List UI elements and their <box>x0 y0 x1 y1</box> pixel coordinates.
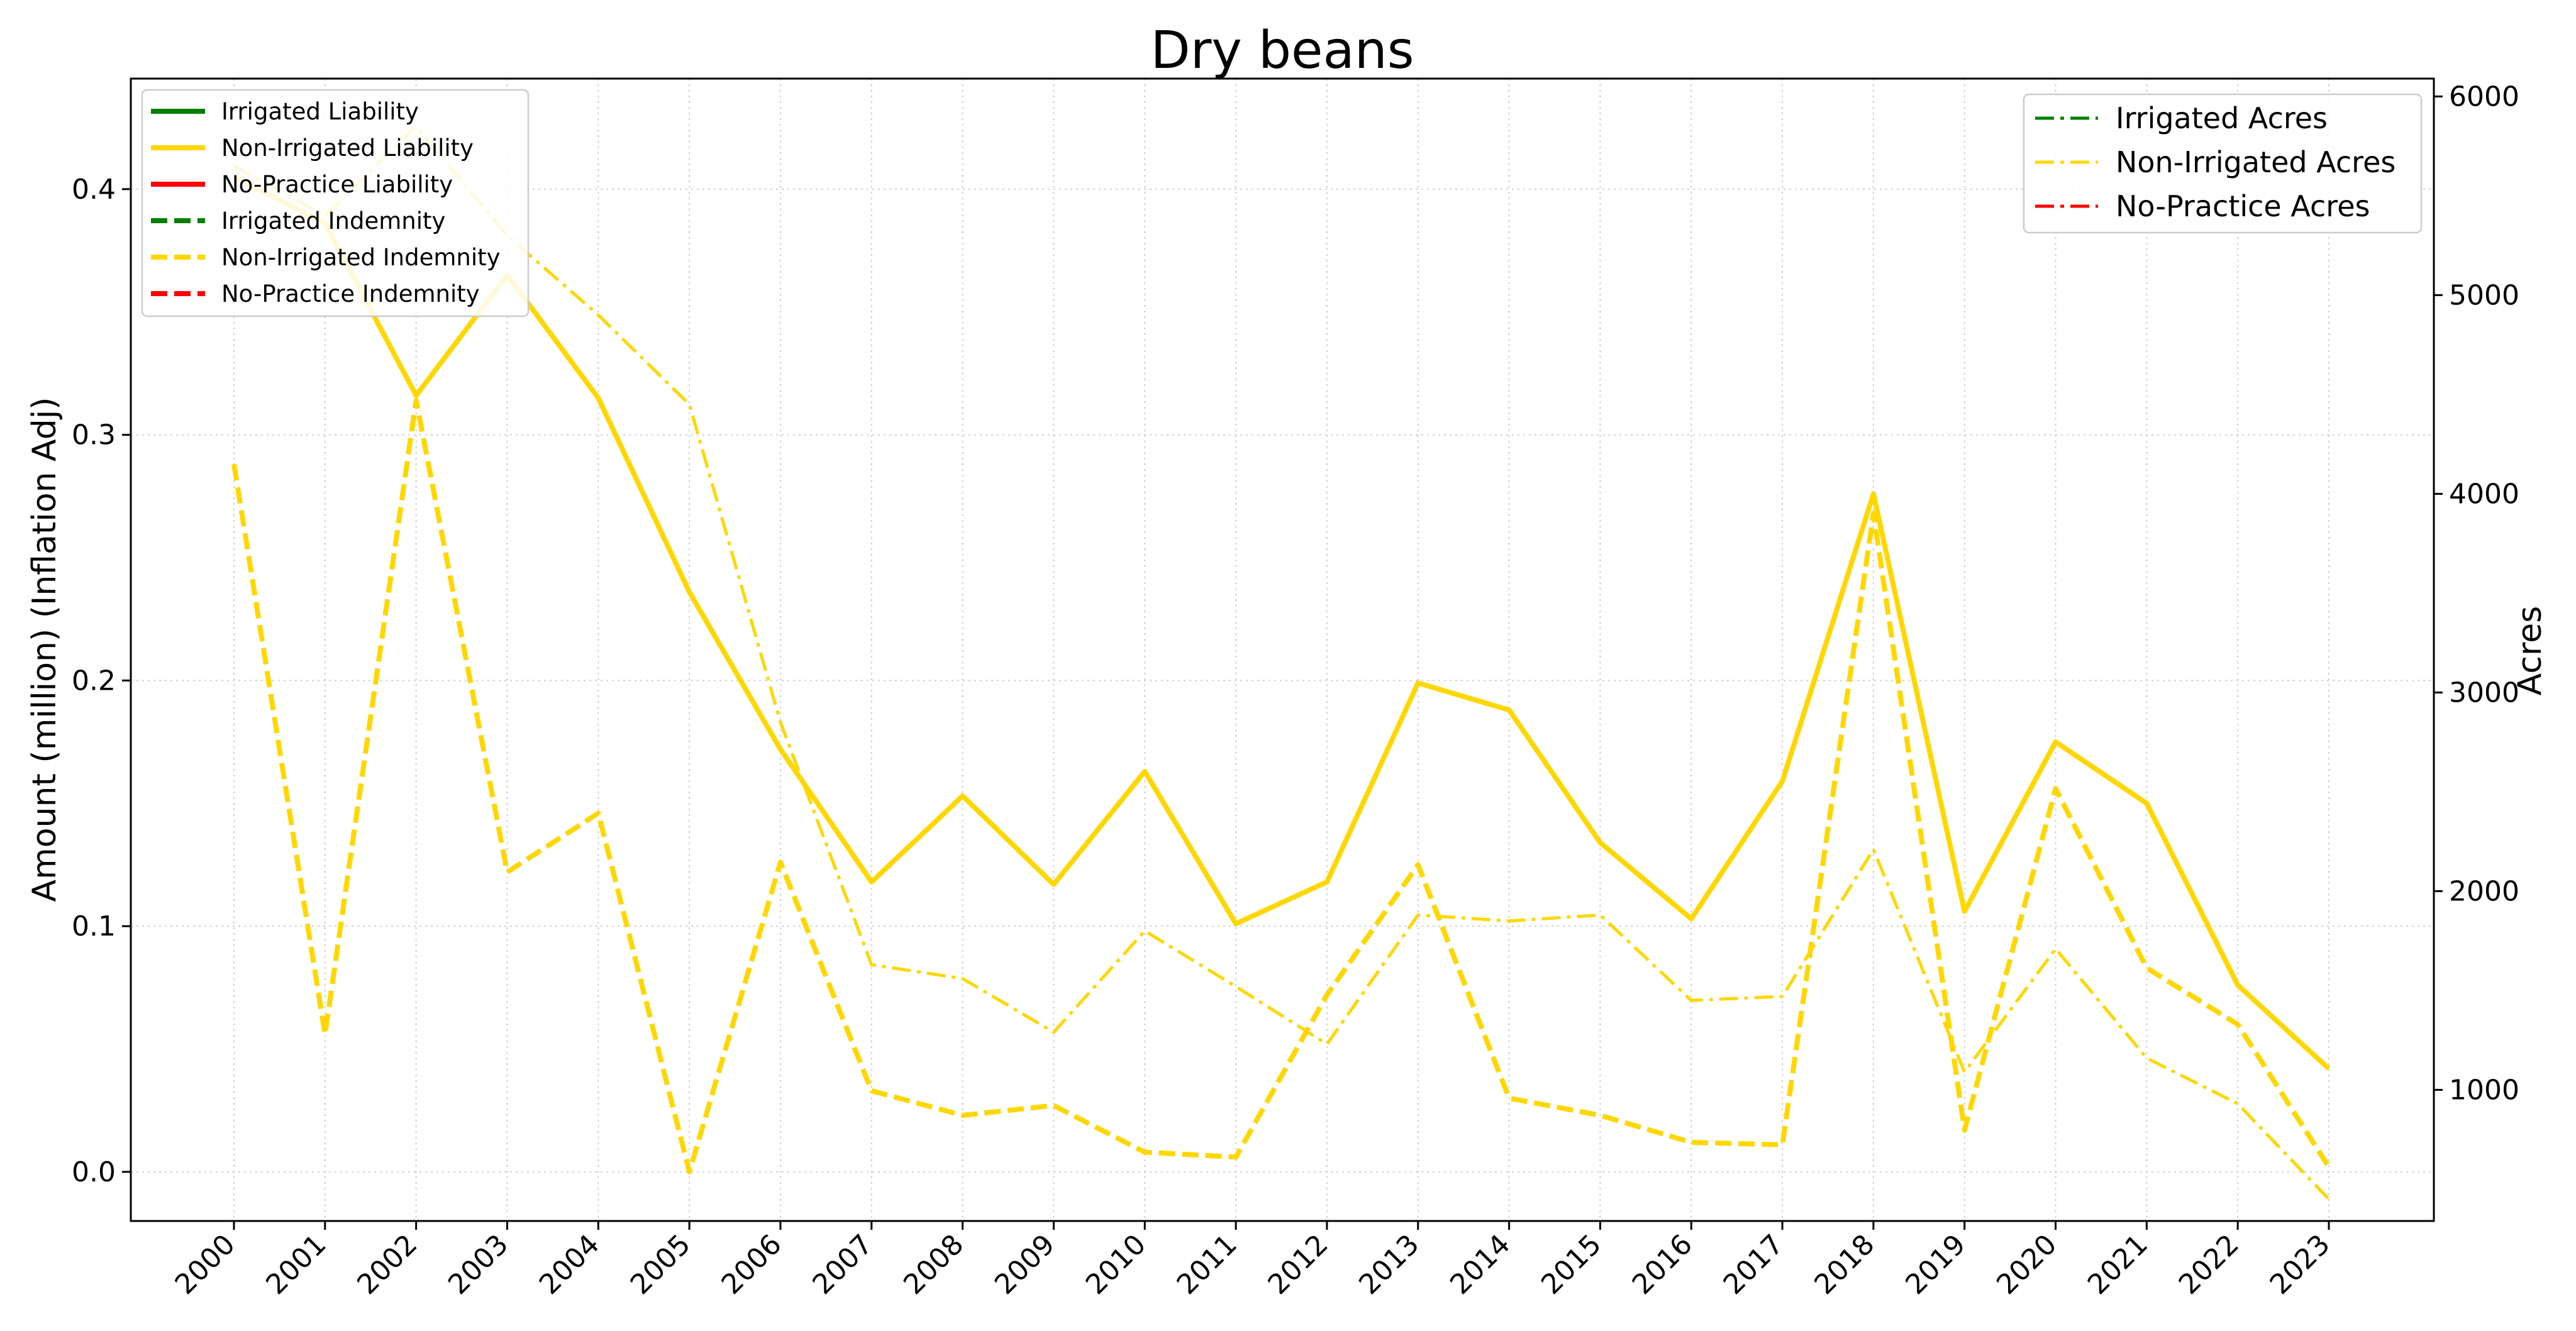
legend-left-label: No-Practice Indemnity <box>221 280 480 307</box>
y2-tick-label: 3000 <box>2449 677 2519 709</box>
legend-right-label: Non-Irrigated Acres <box>2116 145 2396 179</box>
y-tick-label: 0.0 <box>72 1156 116 1188</box>
legend-left-label: Irrigated Liability <box>221 98 419 125</box>
plot-frame <box>130 77 2435 1222</box>
y2-tick-label: 5000 <box>2449 279 2519 311</box>
legend-left-label: No-Practice Liability <box>221 171 453 198</box>
y-axis-left: 0.0 0.1 0.2 0.3 0.4 <box>72 174 131 1188</box>
chart-title: Dry beans <box>1151 21 1414 80</box>
series-line-non-irrigated-liability <box>233 174 2331 1071</box>
legend-right-label: No-Practice Acres <box>2116 189 2370 223</box>
y-tick-label: 0.3 <box>72 419 116 451</box>
legend-left-label: Non-Irrigated Liability <box>221 135 474 162</box>
legend-right: Irrigated Acres Non-Irrigated Acres No-Pra… <box>2023 93 2423 234</box>
legend-left-label: Non-Irrigated Indemnity <box>221 244 501 271</box>
y-axis-right: 1000 2000 3000 4000 5000 6000 <box>2434 80 2519 1106</box>
legend-right-label: Irrigated Acres <box>2116 101 2328 135</box>
legend-right-box <box>2023 93 2423 234</box>
series-line-non-irrigated-acres <box>233 124 2330 1200</box>
y-axis-label: Amount (million) (Inflation Adj) <box>26 397 64 902</box>
y2-tick-label: 2000 <box>2449 875 2519 907</box>
y-tick-label: 0.2 <box>72 665 116 697</box>
y2-axis-label: Acres <box>2511 606 2549 696</box>
y2-tick-label: 1000 <box>2449 1074 2519 1106</box>
series-line-non-irrigated-indemnity <box>231 397 2331 1174</box>
y2-tick-label: 6000 <box>2449 80 2519 113</box>
y2-tick-label: 4000 <box>2449 478 2519 510</box>
y-tick-label: 0.4 <box>72 174 116 206</box>
legend-left-label: Irrigated Indemnity <box>221 207 445 235</box>
legend-left: Irrigated Liability Non-Irrigated Liabili… <box>141 89 530 318</box>
series-layer <box>231 124 2331 1200</box>
legend-left-box <box>141 89 530 318</box>
y-tick-label: 0.1 <box>72 910 116 942</box>
